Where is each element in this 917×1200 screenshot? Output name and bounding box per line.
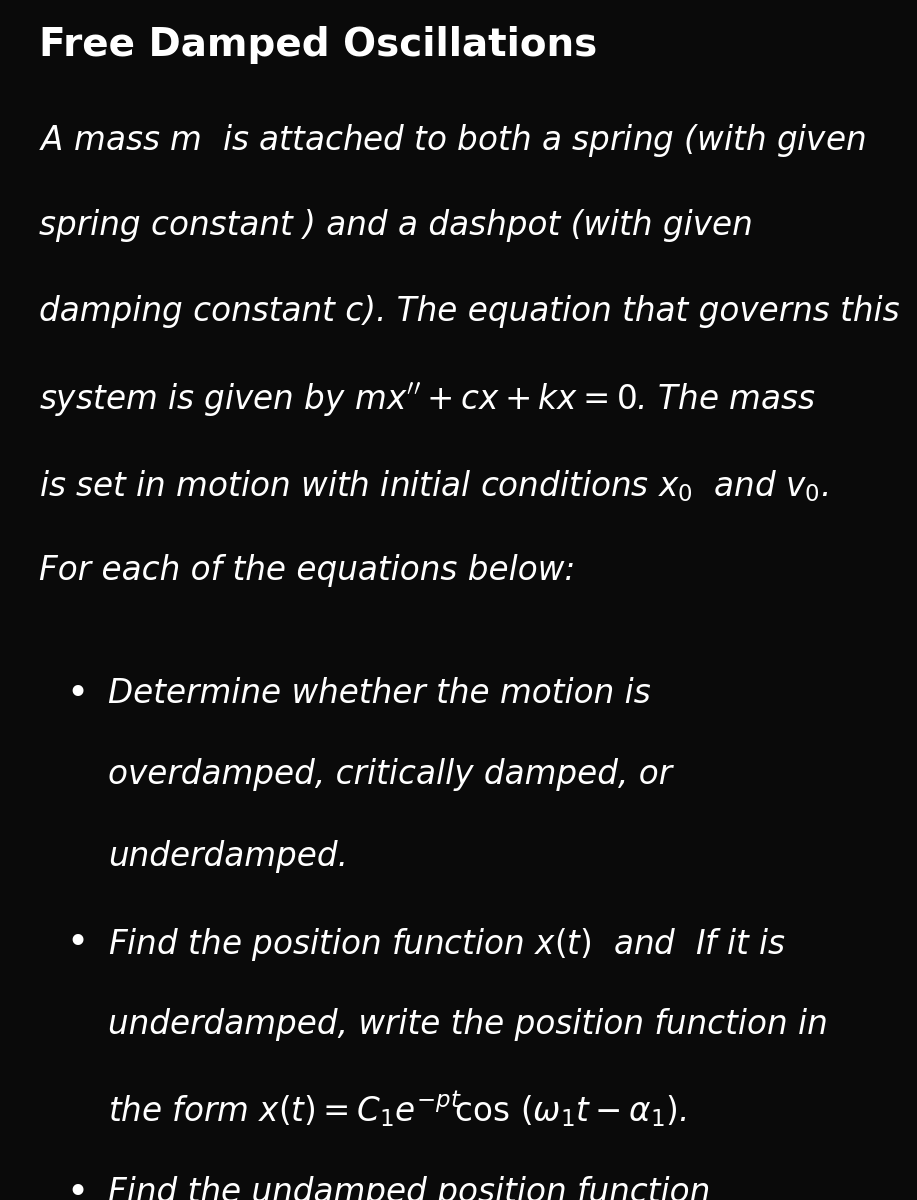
Text: system is given by $m x'' + cx + kx = 0$. The mass: system is given by $m x'' + cx + kx = 0$… xyxy=(39,382,815,419)
Text: Find the position function $x(t)$  and  If it is: Find the position function $x(t)$ and If… xyxy=(108,926,787,964)
Text: For each of the equations below:: For each of the equations below: xyxy=(39,554,575,587)
Text: damping constant c). The equation that governs this: damping constant c). The equation that g… xyxy=(39,295,900,328)
Text: •: • xyxy=(66,677,88,713)
Text: Determine whether the motion is: Determine whether the motion is xyxy=(108,677,651,709)
Text: Free Damped Oscillations: Free Damped Oscillations xyxy=(39,26,597,65)
Text: is set in motion with initial conditions $x_0$  and $v_0$.: is set in motion with initial conditions… xyxy=(39,468,828,504)
Text: Find the undamped position function: Find the undamped position function xyxy=(108,1176,711,1200)
Text: spring constant ) and a dashpot (with given: spring constant ) and a dashpot (with gi… xyxy=(39,209,752,241)
Text: •: • xyxy=(66,926,88,962)
Text: •: • xyxy=(66,1176,88,1200)
Text: underdamped, write the position function in: underdamped, write the position function… xyxy=(108,1008,828,1040)
Text: overdamped, critically damped, or: overdamped, critically damped, or xyxy=(108,758,672,791)
Text: the form $x(t) = C_1 e^{-pt}\!\cos\,(\omega_1 t - \alpha_1)$.: the form $x(t) = C_1 e^{-pt}\!\cos\,(\om… xyxy=(108,1090,687,1129)
Text: A mass $m$  is attached to both a spring (with given: A mass $m$ is attached to both a spring … xyxy=(39,122,866,160)
Text: underdamped.: underdamped. xyxy=(108,840,348,872)
